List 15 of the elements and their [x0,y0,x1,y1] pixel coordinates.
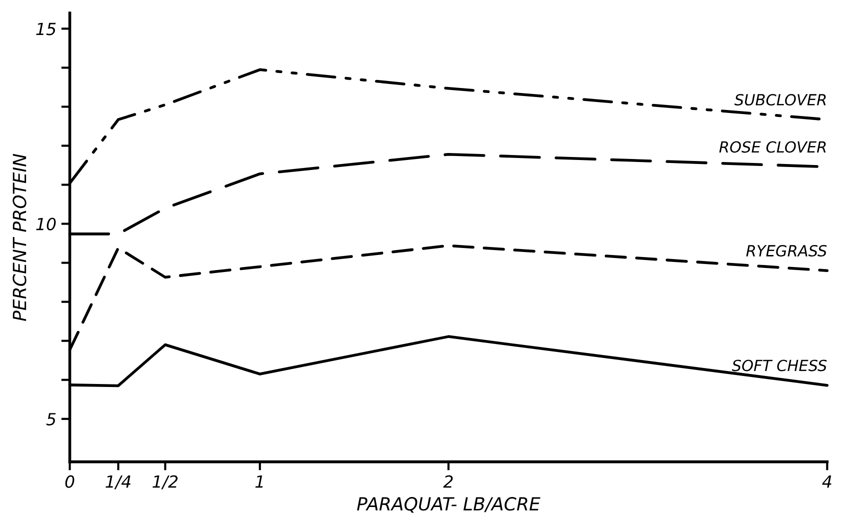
series-label: SUBCLOVER [734,94,826,106]
y-tick-label: 15 [36,22,56,36]
x-tick-label: 1 [255,476,263,488]
series-label: RYEGRASS [746,244,827,257]
x-tick-label: 0 [65,475,74,488]
x-tick-label: 2 [443,475,453,488]
y-axis-title: PERCENT PROTEIN [12,154,26,321]
series-label: ROSE CLOVER [719,141,826,153]
y-tick-label: 5 [46,413,56,426]
x-tick-label: 4 [822,476,832,488]
x-axis-title: PARAQUAT- LB/ACRE [357,497,540,513]
x-tick-label: 1/4 [106,476,130,490]
y-tick-label: 10 [36,218,56,230]
series-label: SOFT CHESS [732,360,827,372]
x-tick-label: 1/2 [152,475,178,490]
